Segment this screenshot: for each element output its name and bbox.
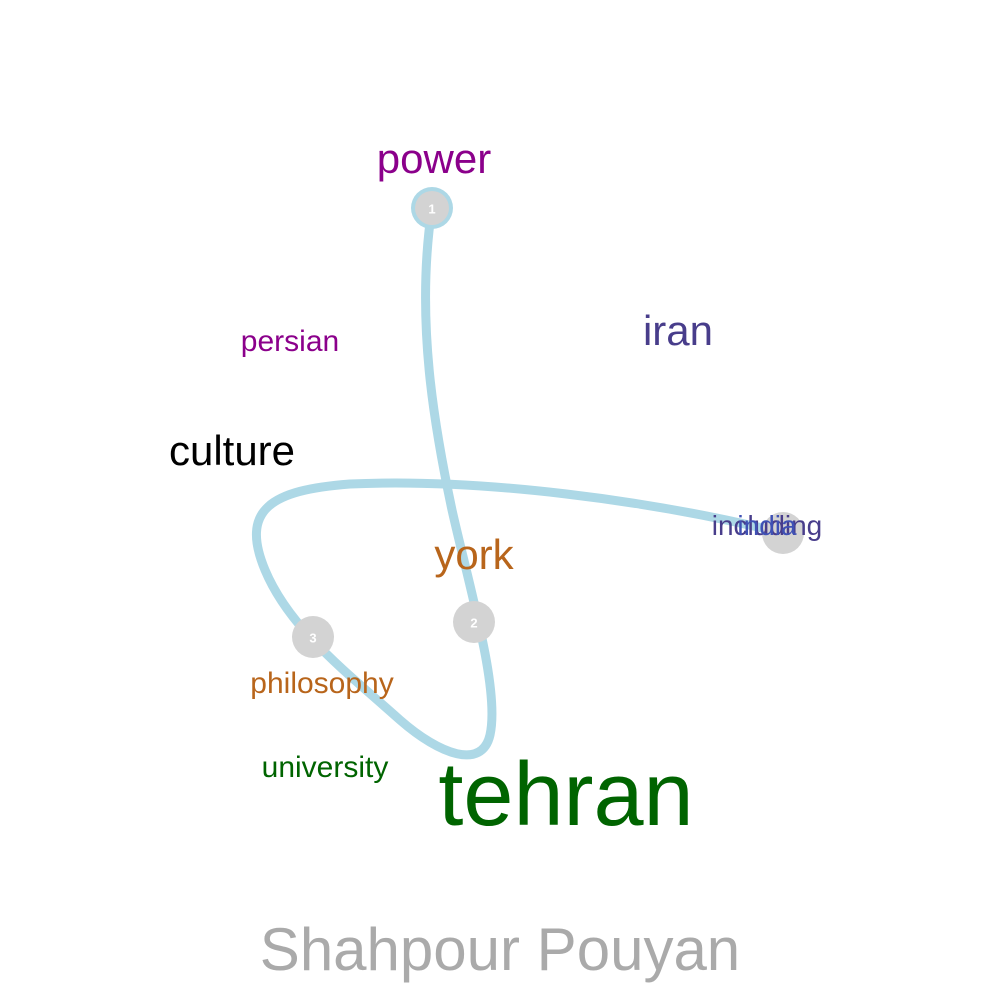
word-culture: culture: [169, 427, 295, 474]
path-node-1: 1: [411, 187, 453, 229]
page-title: Shahpour Pouyan: [260, 916, 740, 983]
word-university: university: [262, 751, 389, 784]
path-node-3-label: 3: [309, 631, 316, 646]
word-power: power: [377, 135, 491, 182]
word-iran: iran: [643, 307, 713, 354]
path-node-1-label: 1: [428, 202, 435, 217]
path-node-2-label: 2: [470, 616, 477, 631]
word-tehran: tehran: [438, 745, 693, 845]
word-including: including: [712, 510, 823, 541]
word-persian: persian: [241, 325, 339, 358]
word-york: york: [434, 531, 514, 578]
path-node-4: [762, 512, 804, 554]
path-node-2: 2: [453, 601, 495, 643]
word-path-line: [251, 203, 788, 760]
word-philosophy: philosophy: [250, 667, 393, 700]
path-node-3: 3: [292, 616, 334, 658]
word-india: india: [737, 510, 797, 541]
